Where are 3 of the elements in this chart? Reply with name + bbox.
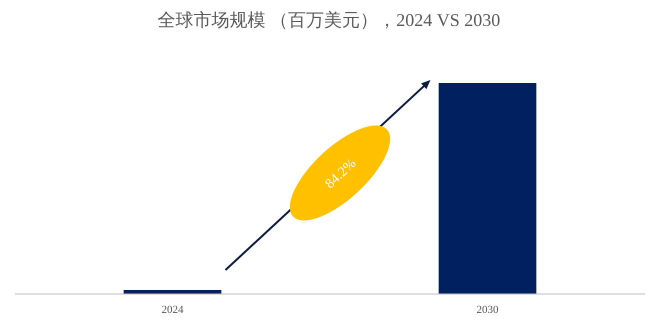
chart-title: 全球市场规模 （百万美元），2024 VS 2030 — [158, 10, 500, 30]
x-tick-label: 2024 — [162, 304, 184, 316]
x-tick-label: 2030 — [476, 304, 499, 316]
